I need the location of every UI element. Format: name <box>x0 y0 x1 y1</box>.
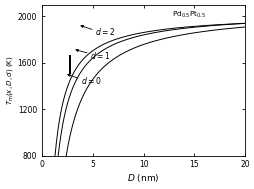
Text: $d = 2$: $d = 2$ <box>95 26 115 37</box>
Text: $d = 0$: $d = 0$ <box>81 75 101 86</box>
X-axis label: $D$ (nm): $D$ (nm) <box>127 172 159 184</box>
Text: Pd$_{0.5}$Pt$_{0.5}$: Pd$_{0.5}$Pt$_{0.5}$ <box>171 10 205 20</box>
Text: $d = 1$: $d = 1$ <box>90 50 110 60</box>
Y-axis label: $T_{\rm m}(x, D, d)$ (K): $T_{\rm m}(x, D, d)$ (K) <box>5 55 15 105</box>
